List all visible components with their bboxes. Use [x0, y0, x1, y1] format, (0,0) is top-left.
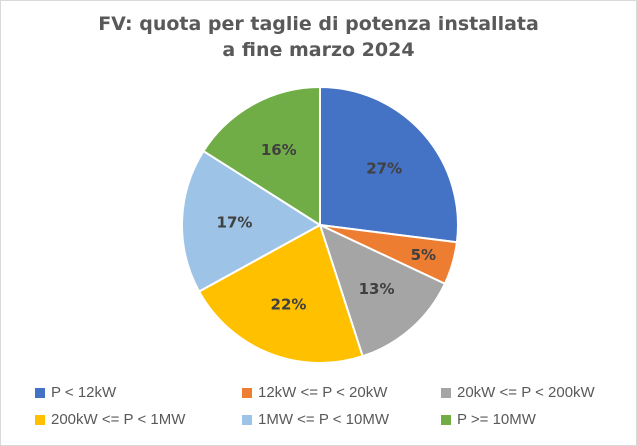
- chart-title: FV: quota per taglie di potenza installa…: [1, 11, 636, 63]
- pie-slice-p-gte-10mw: [202, 85, 321, 227]
- pie-slice-p-lt-12kw: [319, 85, 459, 244]
- data-label-1mw-10mw: 17%: [217, 213, 253, 231]
- pie-slice-200kw-1mw: [197, 223, 364, 364]
- data-label-p-lt-12kw: 27%: [366, 159, 402, 177]
- data-label-200kw-1mw: 22%: [271, 296, 307, 314]
- data-label-12kw-20kw: 5%: [411, 246, 436, 264]
- pie-slices: [181, 85, 459, 364]
- pie-slice-1mw-10mw: [181, 149, 322, 293]
- pie-slice-20kw-200kw: [318, 223, 447, 358]
- chart-title-line-2: a fine marzo 2024: [222, 39, 415, 61]
- pie-data-labels: 27% 5% 13% 22% 17% 16%: [217, 141, 437, 314]
- chart-title-line-1: FV: quota per taglie di potenza installa…: [98, 13, 539, 35]
- data-label-p-gte-10mw: 16%: [261, 141, 297, 159]
- data-label-20kw-200kw: 13%: [359, 280, 395, 298]
